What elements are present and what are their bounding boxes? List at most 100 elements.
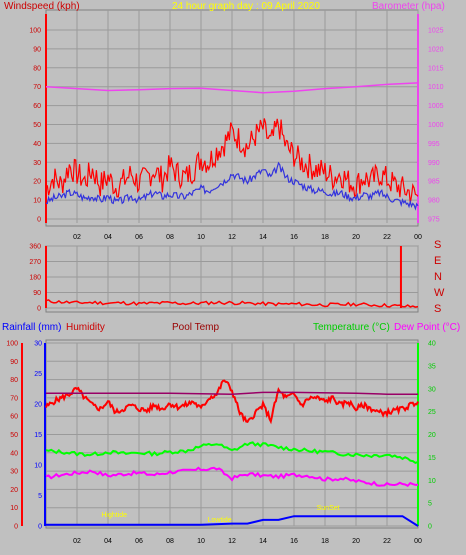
x-tick-label: 08 — [166, 538, 174, 545]
barometer-tick-label: 975 — [428, 217, 440, 224]
x-tick-label: 04 — [104, 234, 112, 241]
humidity-tick-label: 70 — [10, 395, 18, 402]
direction-label-s-top: S — [434, 239, 441, 251]
barometer-tick-label: 1020 — [428, 46, 444, 53]
temperature-tick-label: 40 — [428, 341, 436, 348]
humidity-tick-label: 50 — [10, 432, 18, 439]
legend-humidity: Humidity — [66, 322, 105, 333]
temperature-tick-label: 15 — [428, 455, 436, 462]
x-tick-label: 00 — [414, 234, 422, 241]
direction-tick-label: 180 — [29, 275, 41, 282]
rain-tick-label: 5 — [38, 493, 42, 500]
annotations: Hightide Lowtide SunSet — [101, 505, 339, 524]
x-tick-label: 06 — [135, 538, 143, 545]
temperature-tick-label: 5 — [428, 501, 432, 508]
humidity-series-line — [45, 379, 419, 425]
x-tick-label: 20 — [352, 538, 360, 545]
x-tick-label: 22 — [383, 234, 391, 241]
panel-2-grid — [45, 245, 419, 309]
x-tick-label: 12 — [228, 538, 236, 545]
legend-rainfall: Rainfall (mm) — [2, 322, 61, 333]
temperature-tick-label: 30 — [428, 386, 436, 393]
rain-tick-label: 30 — [34, 341, 42, 348]
x-tick-label: 08 — [166, 234, 174, 241]
windspeed-tick-label: 30 — [33, 160, 41, 167]
hightide-annotation: Hightide — [101, 512, 127, 519]
humidity-tick-label: 60 — [10, 414, 18, 421]
direction-label-s-bottom: S — [434, 303, 441, 315]
temperature-tick-label: 10 — [428, 478, 436, 485]
barometer-tick-label: 1000 — [428, 122, 444, 129]
windspeed-axis-label: Windspeed (kph) — [4, 1, 80, 12]
humidity-tick-label: 40 — [10, 450, 18, 457]
x-tick-label: 04 — [104, 538, 112, 545]
direction-label-n: N — [434, 271, 442, 283]
rain-tick-label: 10 — [34, 463, 42, 470]
tick-labels: 0102030405060708090100975980985990995100… — [6, 28, 443, 546]
rain-tick-label: 15 — [34, 432, 42, 439]
x-tick-label: 20 — [352, 234, 360, 241]
direction-tick-label: 90 — [33, 290, 41, 297]
x-tick-label: 00 — [414, 538, 422, 545]
rain-tick-label: 25 — [34, 371, 42, 378]
rainfall-series-line — [46, 515, 419, 527]
legend-pool-temp: Pool Temp — [172, 322, 220, 333]
humidity-tick-label: 10 — [10, 505, 18, 512]
direction-tick-label: 270 — [29, 259, 41, 266]
direction-tick-label: 360 — [29, 244, 41, 251]
x-tick-label: 02 — [73, 234, 81, 241]
dew-point-series-line — [45, 466, 419, 488]
x-tick-label: 10 — [197, 538, 205, 545]
sunset-annotation: SunSet — [317, 505, 340, 512]
temperature-tick-label: 25 — [428, 409, 436, 416]
temperature-series-line — [45, 441, 419, 465]
windspeed-tick-label: 0 — [37, 217, 41, 224]
pool-temp-series-line — [46, 391, 418, 395]
direction-label-e: E — [434, 255, 441, 267]
barometer-tick-label: 1010 — [428, 84, 444, 91]
humidity-tick-label: 30 — [10, 469, 18, 476]
barometer-tick-label: 1005 — [428, 103, 444, 110]
humidity-tick-label: 100 — [6, 341, 18, 348]
chart-marks — [45, 82, 419, 527]
x-tick-label: 14 — [259, 234, 267, 241]
barometer-tick-label: 995 — [428, 141, 440, 148]
rain-tick-label: 0 — [38, 524, 42, 531]
windspeed-tick-label: 10 — [33, 198, 41, 205]
x-tick-label: 16 — [290, 234, 298, 241]
humidity-tick-label: 90 — [10, 359, 18, 366]
x-tick-label: 10 — [197, 234, 205, 241]
humidity-tick-label: 20 — [10, 487, 18, 494]
direction-label-w: W — [434, 287, 445, 299]
windspeed-tick-label: 100 — [29, 28, 41, 35]
temperature-tick-label: 20 — [428, 432, 436, 439]
legend-temperature: Temperature (°C) — [313, 322, 390, 333]
lowtide-annotation: Lowtide — [208, 517, 232, 524]
windspeed-tick-label: 20 — [33, 179, 41, 186]
x-tick-label: 16 — [290, 538, 298, 545]
windspeed-tick-label: 70 — [33, 84, 41, 91]
windspeed-tick-label: 90 — [33, 46, 41, 53]
direction-tick-label: 0 — [37, 306, 41, 313]
x-tick-label: 18 — [321, 234, 329, 241]
average-series-line — [45, 161, 419, 211]
temperature-tick-label: 0 — [428, 524, 432, 531]
humidity-tick-label: 0 — [14, 524, 18, 531]
x-tick-label: 02 — [73, 538, 81, 545]
x-tick-label: 22 — [383, 538, 391, 545]
barometer-axis-label: Barometer (hpa) — [372, 1, 445, 12]
windspeed-tick-label: 80 — [33, 65, 41, 72]
x-tick-label: 06 — [135, 234, 143, 241]
x-tick-label: 18 — [321, 538, 329, 545]
chart-title: 24 hour graph day : 09 April 2020 — [172, 1, 320, 12]
windspeed-tick-label: 60 — [33, 103, 41, 110]
barometer-tick-label: 985 — [428, 179, 440, 186]
barometer-tick-label: 1025 — [428, 28, 444, 35]
panel-1-grid — [45, 10, 419, 223]
barometer-tick-label: 1015 — [428, 65, 444, 72]
x-tick-label: 12 — [228, 234, 236, 241]
x-tick-label: 14 — [259, 538, 267, 545]
humidity-tick-label: 80 — [10, 377, 18, 384]
gust-series-line — [45, 118, 419, 203]
